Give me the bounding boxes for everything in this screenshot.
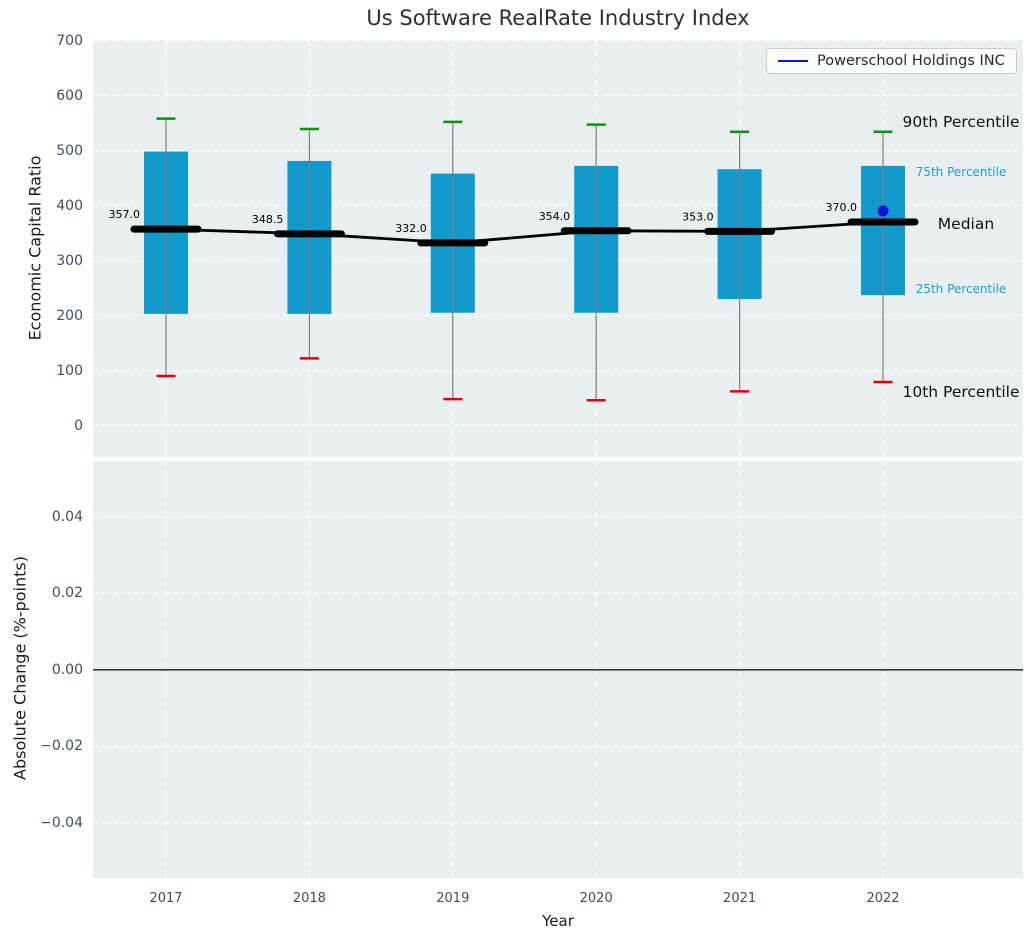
y-tick-label: −0.02 [40, 738, 83, 755]
median-value-annotation: 348.5 [252, 213, 284, 226]
y-tick-label: 400 [56, 197, 83, 214]
median-value-annotation: 370.0 [826, 201, 858, 214]
y-tick-label: 0.04 [51, 508, 83, 525]
median-value-annotation: 354.0 [539, 210, 571, 223]
x-tick-label: 2017 [149, 891, 183, 906]
percentile-label-10th: 10th Percentile [902, 383, 1020, 401]
percentile-label-median: Median [937, 215, 995, 233]
y-tick-label: −0.04 [40, 814, 83, 831]
y-tick-label: 100 [56, 362, 83, 379]
y-tick-label: 700 [56, 32, 83, 49]
median-value-annotation: 332.0 [395, 222, 427, 235]
y-tick-label: 0 [74, 417, 83, 434]
chart-title: Us Software RealRate Industry Index [366, 6, 750, 30]
x-tick-label: 2018 [292, 891, 326, 906]
x-tick-label: 2020 [579, 891, 613, 906]
legend-line-sample [778, 60, 808, 62]
y-tick-label: 300 [56, 252, 83, 269]
y-tick-label: 0.00 [51, 661, 83, 678]
absolute-change-plot [93, 461, 1023, 878]
company-point [877, 205, 889, 217]
y-tick-label: 500 [56, 142, 83, 159]
percentile-label-90th: 90th Percentile [902, 113, 1020, 131]
median-value-annotation: 357.0 [109, 208, 141, 221]
median-value-annotation: 353.0 [682, 210, 714, 223]
x-tick-label: 2022 [866, 891, 900, 906]
bottom-plot-area [93, 461, 1023, 878]
x-tick-label: 2021 [723, 891, 757, 906]
y-axis-label-bottom: Absolute Change (%-points) [10, 556, 30, 780]
y-tick-label: 600 [56, 87, 83, 104]
economic-capital-ratio-plot: 357.0 348.5 332.0 354.0 353.0 370.0 [93, 40, 1023, 457]
y-tick-label: 200 [56, 307, 83, 324]
legend-label: Powerschool Holdings INC [817, 53, 1005, 69]
x-axis-label: Year [542, 912, 574, 930]
percentile-label-75th: 75th Percentile [915, 165, 1007, 179]
legend: Powerschool Holdings INC [766, 48, 1017, 74]
percentile-label-25th: 25th Percentile [915, 282, 1007, 296]
top-plot-area: 357.0 348.5 332.0 354.0 353.0 370.0 [93, 40, 1023, 457]
y-tick-label: 0.02 [51, 585, 83, 602]
x-tick-label: 2019 [436, 891, 470, 906]
